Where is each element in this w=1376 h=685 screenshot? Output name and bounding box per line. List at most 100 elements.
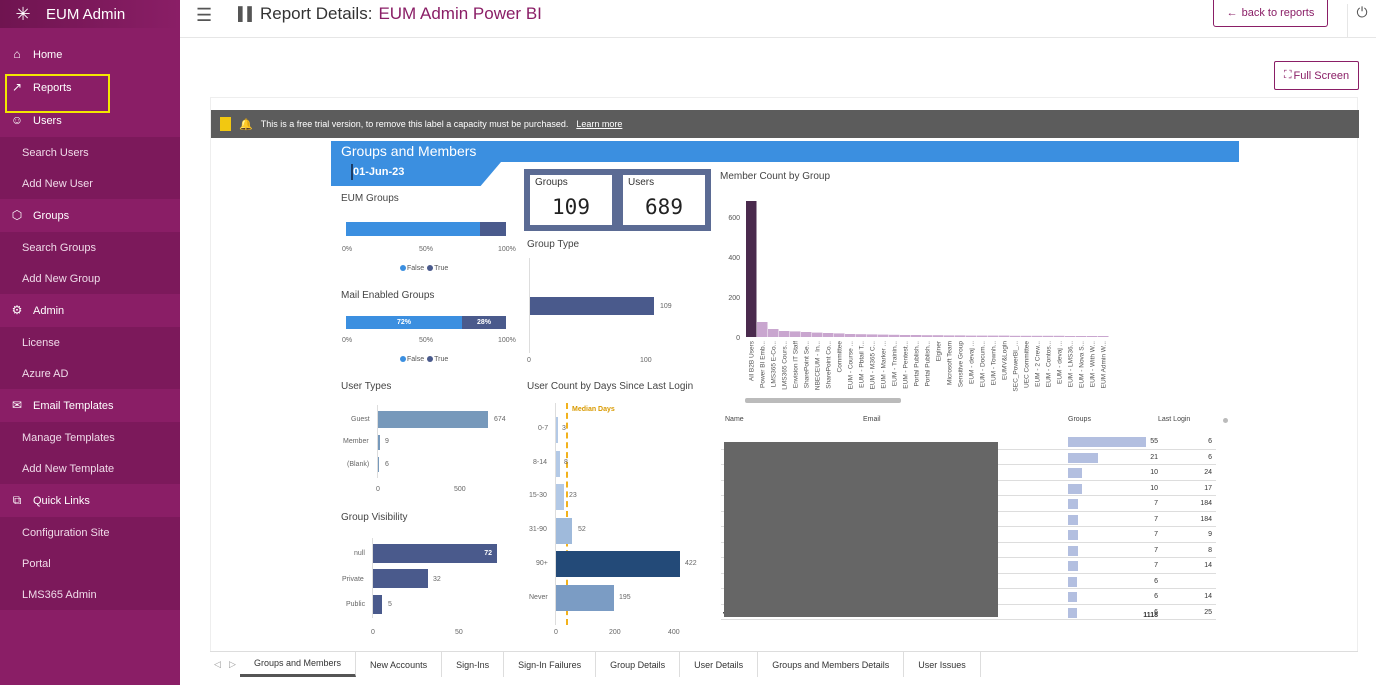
member-count-bar[interactable]: [1043, 335, 1054, 337]
group-visibility-bar-public[interactable]: [373, 595, 382, 614]
member-count-bar[interactable]: [988, 335, 999, 337]
col-email[interactable]: Email: [863, 416, 881, 423]
member-count-bar[interactable]: [768, 329, 779, 337]
member-count-bar[interactable]: [1076, 336, 1087, 337]
member-count-bar[interactable]: [911, 335, 922, 337]
member-count-bar[interactable]: [1087, 336, 1098, 337]
sidebar-item-groups[interactable]: ⬡ Groups: [11, 208, 70, 222]
chevron-left-icon[interactable]: ◁: [214, 659, 221, 669]
tab-sign-ins[interactable]: Sign-Ins: [442, 652, 505, 677]
tab-groups-and-members-details[interactable]: Groups and Members Details: [758, 652, 905, 677]
user-types-bar-member[interactable]: [378, 435, 380, 450]
sidebar-item-users[interactable]: ☺ Users: [10, 113, 62, 127]
member-count-bar[interactable]: [933, 335, 944, 337]
member-count-bar[interactable]: [746, 201, 757, 337]
tab-new-accounts[interactable]: New Accounts: [356, 652, 443, 677]
member-count-bar[interactable]: [834, 333, 845, 337]
sidebar-item-search-groups[interactable]: Search Groups: [0, 232, 180, 263]
sidebar-item-configuration-site[interactable]: Configuration Site: [0, 517, 180, 548]
user-types-bar-blank[interactable]: [378, 457, 379, 472]
member-count-bar[interactable]: [878, 334, 889, 337]
login-bar-0-7[interactable]: [556, 417, 558, 443]
tab-scroll-arrows[interactable]: ◁ ▷: [210, 652, 240, 677]
login-bar-8-14[interactable]: [556, 451, 560, 477]
member-count-bar[interactable]: [1098, 336, 1109, 337]
last-login: 6: [1208, 438, 1212, 445]
member-count-bar[interactable]: [790, 331, 801, 337]
learn-more-link[interactable]: Learn more: [576, 119, 623, 129]
back-to-reports-button[interactable]: ← back to reports: [1213, 0, 1328, 27]
tab-user-details[interactable]: User Details: [680, 652, 759, 677]
sidebar-item-license[interactable]: License: [0, 327, 180, 358]
member-count-bar[interactable]: [955, 335, 966, 337]
sidebar-item-email-templates[interactable]: ✉ Email Templates: [11, 398, 114, 412]
group-visibility-bar-null[interactable]: 72: [373, 544, 497, 563]
groups-databar: [1068, 576, 1077, 587]
member-count-bar[interactable]: [944, 335, 955, 337]
sidebar-item-add-new-user[interactable]: Add New User: [0, 168, 180, 199]
data-label: 23: [569, 492, 577, 499]
tab-groups-and-members[interactable]: Groups and Members: [240, 652, 357, 677]
full-screen-button[interactable]: ⛶ Full Screen: [1274, 61, 1359, 90]
member-count-bar[interactable]: [922, 335, 933, 337]
user-types-bar-guest[interactable]: [378, 411, 488, 428]
member-count-bar[interactable]: [823, 333, 834, 337]
power-icon[interactable]: ⏻: [1347, 4, 1376, 38]
member-count-bar[interactable]: [1021, 335, 1032, 337]
sidebar-item-quick-links[interactable]: ⧉ Quick Links: [0, 484, 180, 517]
tab-user-issues[interactable]: User Issues: [904, 652, 981, 677]
member-count-bar[interactable]: [1032, 335, 1043, 337]
sidebar-item-add-new-template[interactable]: Add New Template: [0, 453, 180, 484]
col-last-login[interactable]: Last Login: [1158, 416, 1191, 423]
tab-sign-in-failures[interactable]: Sign-In Failures: [504, 652, 597, 677]
login-bar-90-plus[interactable]: [556, 551, 680, 577]
chart-scrollbar[interactable]: [745, 398, 901, 403]
member-count-bar[interactable]: [801, 332, 812, 337]
col-groups[interactable]: Groups: [1068, 416, 1091, 423]
group-visibility-bar-private[interactable]: [373, 569, 428, 588]
sidebar-item-azure-ad[interactable]: Azure AD: [0, 358, 180, 389]
member-count-bar[interactable]: [867, 334, 878, 337]
login-bar-never[interactable]: [556, 585, 614, 611]
tab-group-details[interactable]: Group Details: [596, 652, 681, 677]
sidebar-item-add-new-group[interactable]: Add New Group: [0, 263, 180, 294]
sidebar-item-search-users[interactable]: Search Users: [0, 137, 180, 168]
eum-groups-bar-false[interactable]: [346, 222, 480, 236]
member-count-bar[interactable]: [900, 335, 911, 337]
member-count-bar[interactable]: [812, 332, 823, 337]
mail-enabled-bar-false[interactable]: 72%: [346, 316, 462, 329]
tick: Guest: [351, 416, 370, 423]
member-count-bar[interactable]: [1010, 335, 1021, 337]
member-count-bar[interactable]: [779, 331, 790, 337]
x-tick: Power BI Emb...: [759, 341, 766, 388]
member-count-bar[interactable]: [845, 334, 856, 337]
sidebar-item-manage-templates[interactable]: Manage Templates: [0, 422, 180, 453]
mail-enabled-bar-true[interactable]: 28%: [462, 316, 506, 329]
sidebar-item-lms365-admin[interactable]: LMS365 Admin: [0, 579, 180, 610]
member-count-bar[interactable]: [977, 335, 988, 337]
hamburger-menu-icon[interactable]: ☰: [196, 5, 213, 25]
member-count-bar[interactable]: [966, 335, 977, 337]
login-bar-31-90[interactable]: [556, 518, 572, 544]
member-count-bar[interactable]: [856, 334, 867, 337]
table-scroll-dot[interactable]: [1223, 418, 1228, 423]
sidebar-item-home[interactable]: ⌂ Home: [0, 38, 180, 71]
chevron-right-icon[interactable]: ▷: [229, 659, 236, 669]
login-bar-15-30[interactable]: [556, 484, 564, 510]
sidebar-item-admin[interactable]: ⚙ Admin: [11, 303, 65, 317]
member-count-bar[interactable]: [1065, 336, 1076, 337]
x-tick: EUM - With W...: [1089, 341, 1096, 387]
groups-count: 10: [1150, 484, 1158, 492]
member-count-bar[interactable]: [889, 334, 900, 337]
groups-databar: [1068, 437, 1146, 447]
member-count-bar[interactable]: [999, 335, 1010, 337]
member-count-bar[interactable]: [757, 322, 768, 337]
member-count-bar[interactable]: [1054, 335, 1065, 337]
sidebar-item-reports[interactable]: ↗ Reports: [11, 80, 72, 94]
col-name[interactable]: Name: [725, 416, 744, 423]
data-label: 3: [562, 425, 566, 432]
eum-groups-bar-true[interactable]: [480, 222, 506, 236]
groups-count: 7: [1154, 546, 1158, 554]
group-type-bar[interactable]: [530, 297, 654, 315]
sidebar-item-portal[interactable]: Portal: [0, 548, 180, 579]
